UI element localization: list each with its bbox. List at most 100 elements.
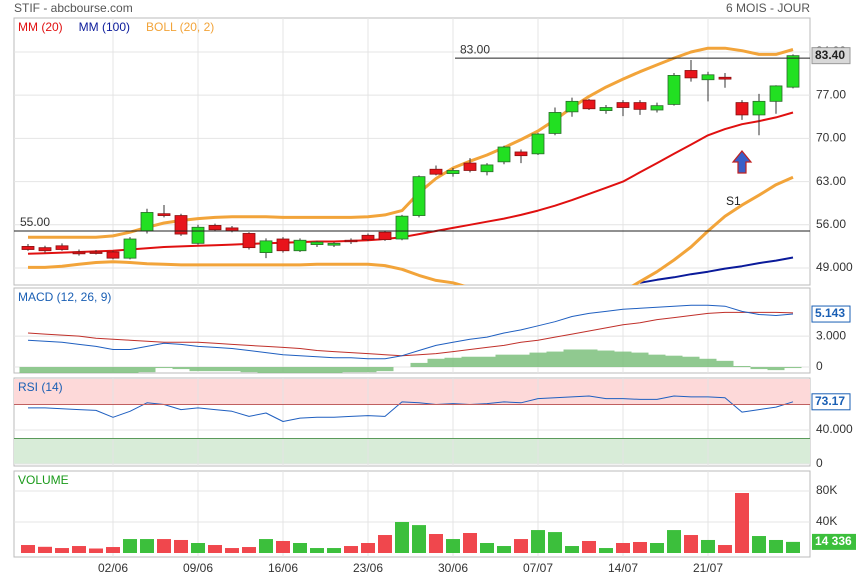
- last-value-label: 73.17: [815, 394, 845, 408]
- volume-bar: [140, 539, 154, 553]
- volume-bar: [21, 545, 35, 553]
- volume-bar: [769, 539, 783, 553]
- candle-body: [769, 85, 783, 102]
- candle-body: [191, 226, 205, 244]
- volume-bar: [701, 539, 715, 553]
- moving-average-line: [639, 256, 794, 284]
- macd-histogram-bar: [19, 367, 37, 373]
- candle-body: [327, 242, 341, 246]
- candle-body: [633, 102, 647, 110]
- macd-histogram-bar: [121, 367, 139, 373]
- macd-histogram-bar: [546, 351, 564, 368]
- candle-body: [599, 107, 613, 112]
- macd-histogram-bar: [325, 367, 343, 373]
- volume-bar: [225, 548, 239, 553]
- macd-histogram-bar: [257, 367, 275, 373]
- candle-body: [123, 238, 137, 259]
- candle-body: [38, 247, 52, 252]
- volume-bar: [276, 540, 290, 553]
- candle-body: [106, 251, 120, 259]
- y-tick-label: 40.000: [816, 422, 853, 436]
- candle-body: [650, 105, 664, 111]
- candle-body: [786, 55, 800, 88]
- volume-bar: [123, 539, 137, 553]
- reference-label: 55.00: [20, 215, 50, 229]
- candle-body: [276, 238, 290, 252]
- y-tick-label: 40K: [816, 514, 837, 528]
- last-value-box: [811, 305, 851, 323]
- volume-bar: [752, 536, 766, 553]
- macd-histogram-bar: [172, 367, 190, 370]
- volume-bar: [293, 543, 307, 553]
- macd-histogram-bar: [104, 367, 122, 373]
- moving-average-line: [27, 111, 794, 255]
- macd-histogram-bar: [495, 354, 513, 368]
- volume-bar: [463, 533, 477, 553]
- x-tick-label: 30/06: [438, 561, 468, 575]
- volume-bar: [599, 548, 613, 553]
- x-tick-label: 07/07: [523, 561, 553, 575]
- panel-title: RSI (14): [18, 380, 63, 394]
- volume-bar: [344, 546, 358, 553]
- y-tick-label: 3.000: [816, 328, 846, 342]
- signal-arrow: [731, 150, 753, 174]
- macd-histogram-bar: [648, 354, 666, 368]
- annotation: S1: [726, 194, 741, 208]
- legend-entry: MM (100): [79, 20, 130, 34]
- candle-body: [667, 75, 681, 105]
- period-label: 6 MOIS - JOUR: [726, 1, 810, 15]
- volume-bar: [378, 535, 392, 553]
- volume-bar: [616, 543, 630, 553]
- volume-bar: [174, 539, 188, 553]
- volume-bar: [480, 543, 494, 553]
- bollinger-lower: [28, 175, 794, 285]
- last-value-box: [811, 393, 851, 411]
- candle-body: [463, 162, 477, 171]
- candle-body: [531, 133, 545, 155]
- candle-body: [55, 245, 69, 250]
- candle-body: [157, 213, 171, 216]
- volume-bar: [582, 540, 596, 553]
- macd-line: [27, 304, 794, 360]
- candle-body: [480, 164, 494, 173]
- macd-histogram-bar: [580, 349, 598, 368]
- candle-body: [21, 246, 35, 250]
- macd-histogram-bar: [155, 367, 173, 369]
- volume-bar: [684, 535, 698, 553]
- macd-histogram-bar: [563, 349, 581, 368]
- macd-histogram-bar: [478, 356, 496, 368]
- x-tick-label: 21/07: [693, 561, 723, 575]
- candle-body: [497, 146, 511, 163]
- volume-bar: [361, 543, 375, 553]
- candle-body: [548, 112, 562, 134]
- candle-body: [582, 99, 596, 110]
- macd-histogram-bar: [359, 367, 377, 373]
- panel-plot: [14, 288, 810, 373]
- x-tick-label: 02/06: [98, 561, 128, 575]
- y-tick-label: 49.000: [816, 260, 853, 274]
- candle-body: [208, 225, 222, 231]
- volume-bar: [38, 546, 52, 553]
- volume-bar: [429, 534, 443, 553]
- y-tick-label: 56.00: [816, 217, 846, 231]
- candle-body: [293, 239, 307, 252]
- macd-histogram-bar: [682, 356, 700, 368]
- macd-histogram-bar: [53, 367, 71, 373]
- panel-plot: [14, 378, 810, 466]
- candle-body: [752, 100, 766, 116]
- volume-bar: [327, 548, 341, 553]
- panel-title: VOLUME: [18, 473, 69, 487]
- macd-histogram-bar: [87, 367, 105, 373]
- macd-histogram-bar: [427, 358, 445, 368]
- candle-body: [412, 176, 426, 216]
- rsi-line: [28, 395, 794, 422]
- candle-body: [344, 239, 358, 243]
- candle-body: [446, 170, 460, 174]
- volume-bar: [412, 525, 426, 553]
- macd-histogram-bar: [784, 367, 802, 369]
- candle-body: [565, 100, 579, 113]
- candle-body: [378, 231, 392, 241]
- x-tick-label: 09/06: [183, 561, 213, 575]
- candle-body: [72, 251, 86, 255]
- volume-bar: [667, 530, 681, 553]
